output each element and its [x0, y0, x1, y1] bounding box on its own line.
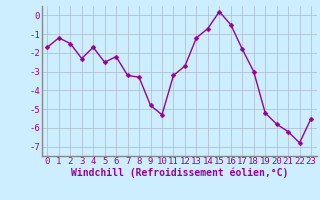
X-axis label: Windchill (Refroidissement éolien,°C): Windchill (Refroidissement éolien,°C) — [70, 168, 288, 178]
